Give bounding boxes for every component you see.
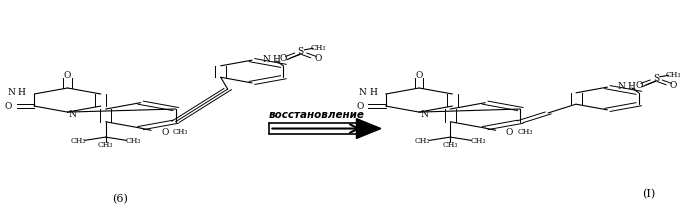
- Text: O: O: [315, 54, 322, 63]
- Text: S: S: [653, 74, 659, 83]
- Text: O: O: [670, 81, 677, 90]
- Text: H: H: [17, 88, 26, 97]
- Text: H: H: [369, 88, 377, 97]
- Text: CH₃: CH₃: [98, 141, 113, 149]
- Text: O: O: [5, 102, 12, 111]
- Text: CH₃: CH₃: [517, 128, 533, 136]
- Text: N: N: [617, 82, 626, 91]
- Text: N: N: [359, 88, 367, 97]
- Text: CH₃: CH₃: [310, 44, 326, 52]
- Text: O: O: [161, 128, 168, 137]
- Text: N: N: [420, 110, 428, 119]
- Text: O: O: [635, 81, 642, 90]
- Text: S: S: [298, 47, 304, 56]
- Text: CH₃: CH₃: [70, 137, 85, 145]
- Text: CH₃: CH₃: [126, 137, 141, 145]
- Text: CH₃: CH₃: [442, 141, 458, 149]
- Text: CH₃: CH₃: [470, 137, 486, 145]
- Text: N: N: [69, 110, 76, 119]
- Text: CH₃: CH₃: [666, 71, 682, 79]
- Text: O: O: [506, 128, 513, 137]
- Text: (I): (I): [642, 189, 656, 199]
- Text: CH₃: CH₃: [173, 128, 188, 136]
- Text: H: H: [273, 55, 280, 64]
- Text: N: N: [7, 88, 15, 97]
- Text: H: H: [628, 82, 636, 91]
- Text: (6): (6): [112, 194, 128, 204]
- Text: O: O: [64, 71, 71, 80]
- Text: CH₃: CH₃: [415, 137, 430, 145]
- Text: O: O: [415, 71, 423, 80]
- Polygon shape: [356, 119, 381, 138]
- Text: O: O: [280, 54, 287, 63]
- Text: O: O: [356, 102, 363, 111]
- Text: N: N: [262, 55, 270, 64]
- Text: восстановление: восстановление: [268, 110, 364, 120]
